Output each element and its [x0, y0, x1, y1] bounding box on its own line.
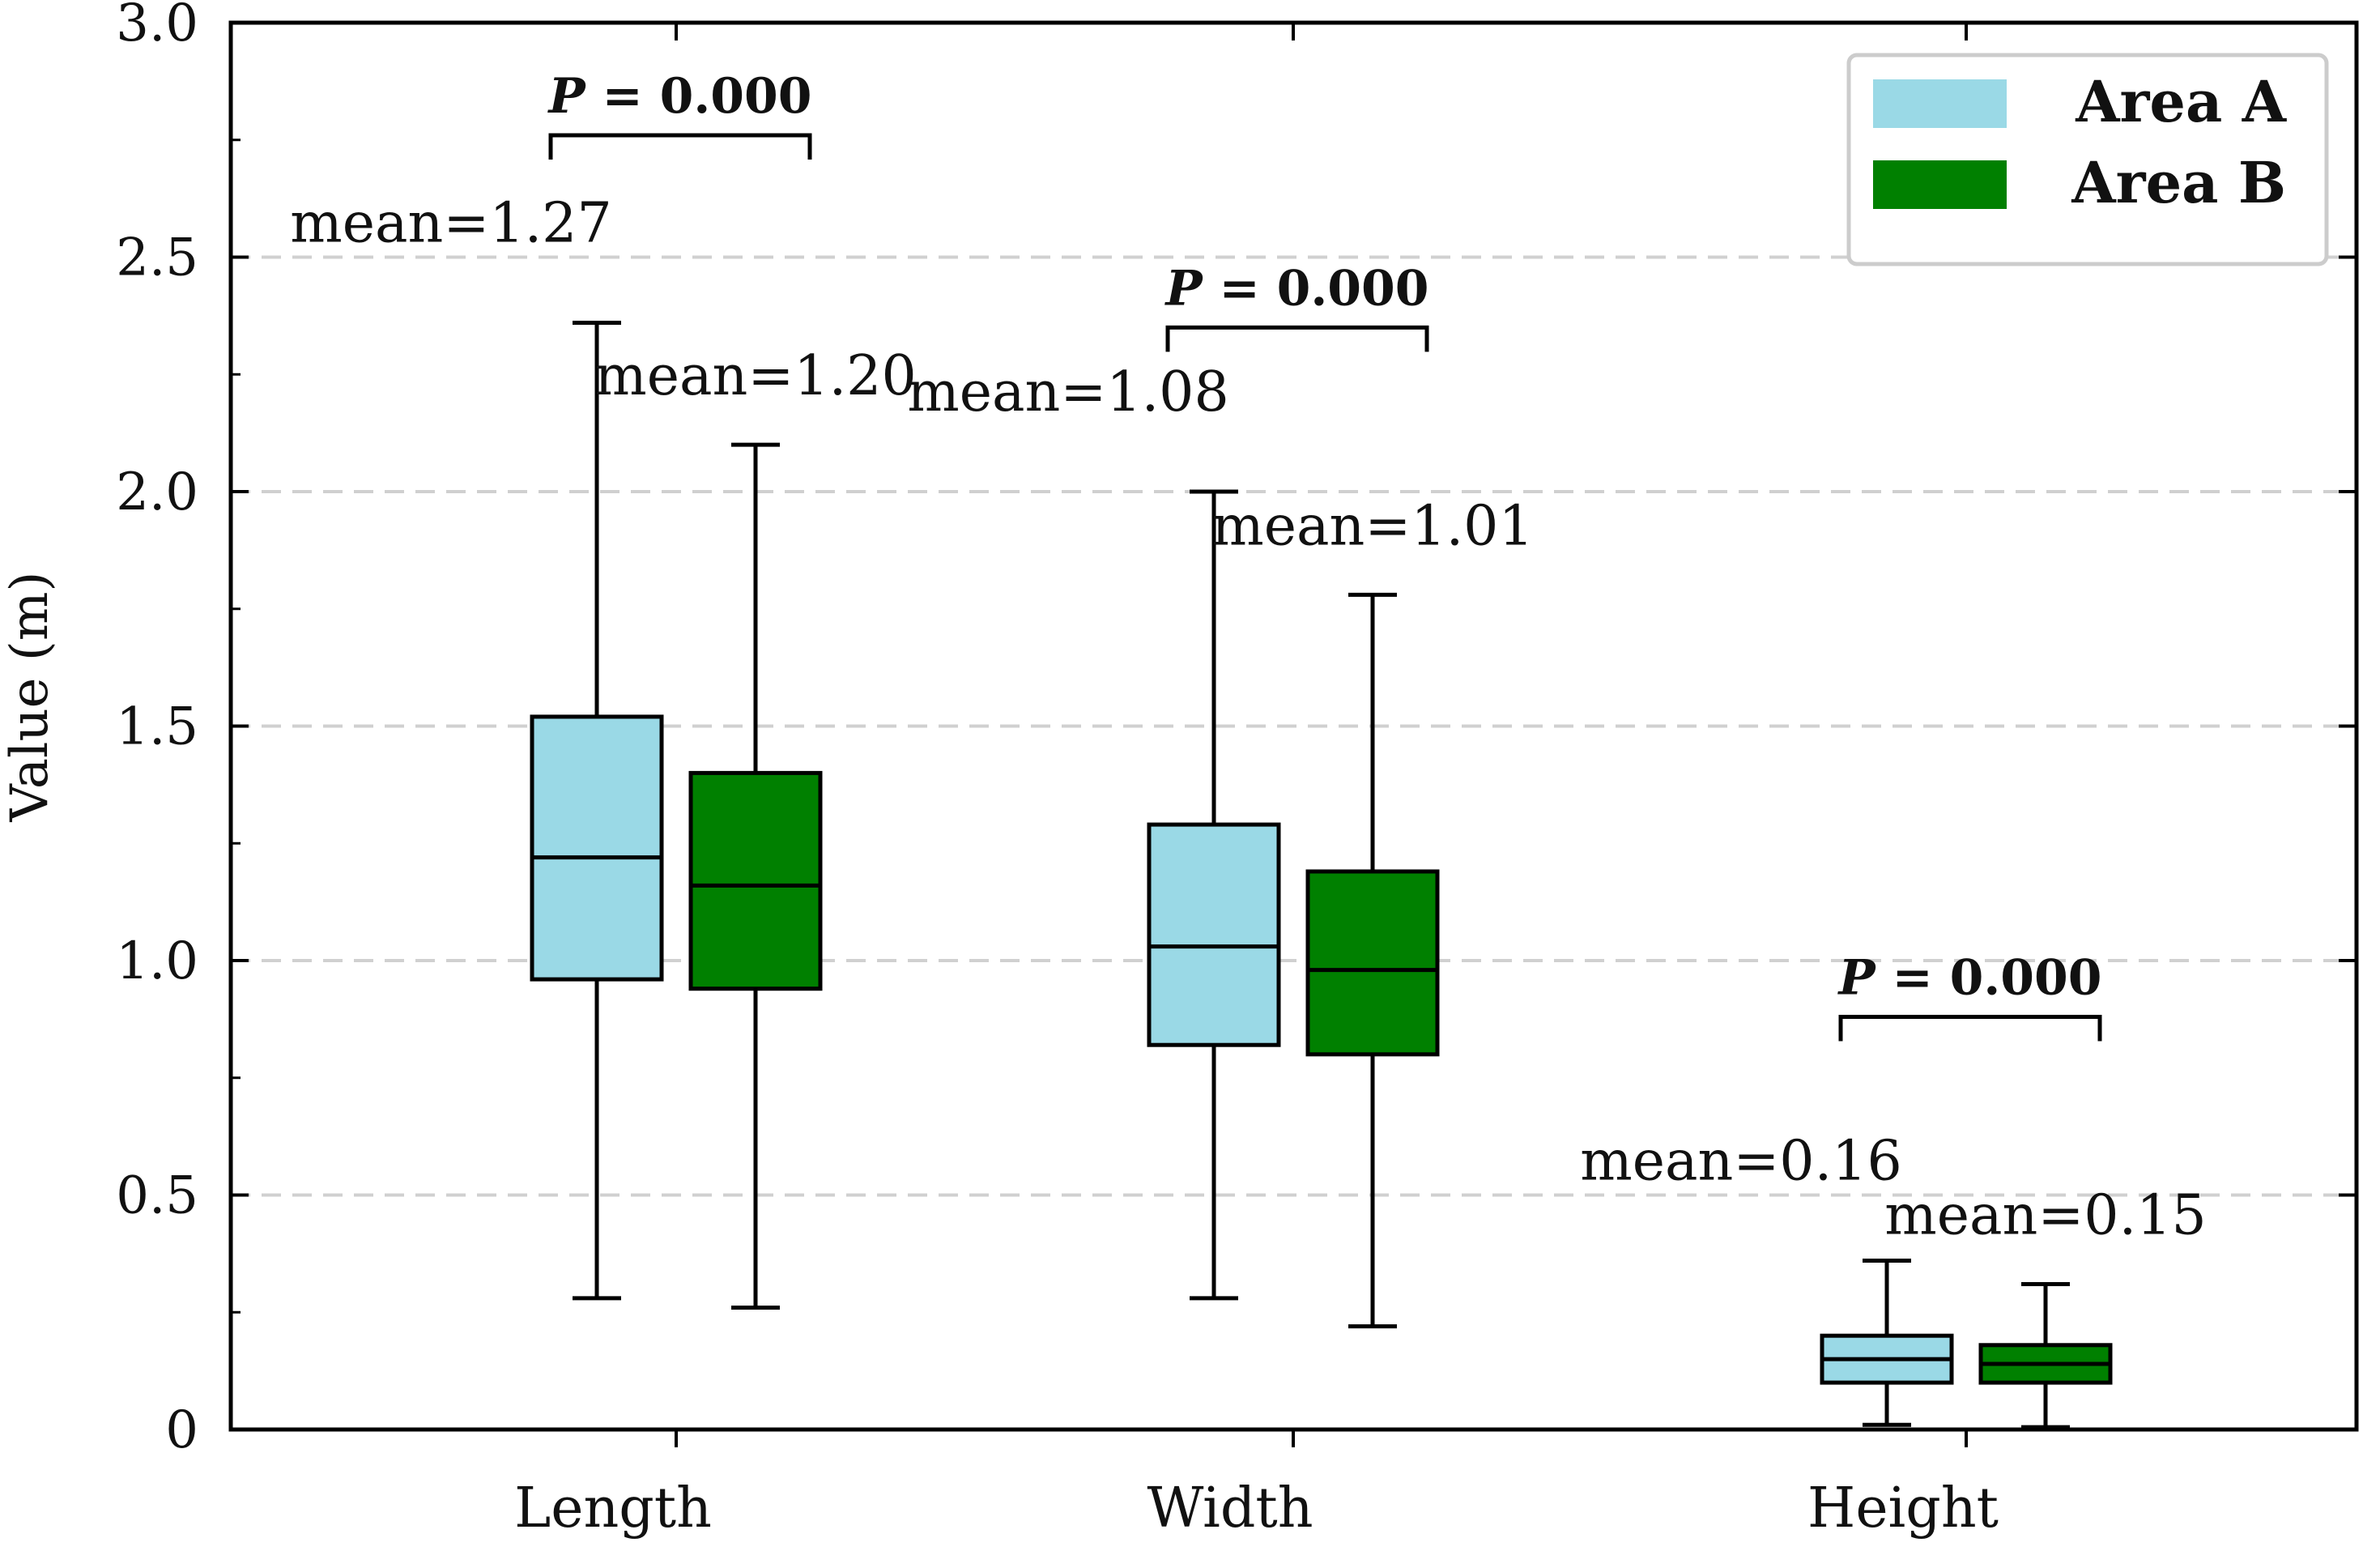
iqr-box — [530, 714, 664, 982]
legend-label-2: Area B — [2071, 149, 2286, 216]
y-tick-label: 0.5 — [116, 1166, 198, 1226]
y-tick-label: 0 — [165, 1400, 198, 1460]
y-tick-label: 1.0 — [116, 931, 198, 991]
legend-swatch-1 — [1873, 79, 2007, 128]
mean-label: mean=1.27 — [290, 192, 611, 256]
x-tick-label-length: Length — [514, 1476, 712, 1540]
p-value-label: P = 0.000 — [1164, 260, 1428, 317]
iqr-box — [688, 770, 823, 991]
x-tick-label-width: Width — [1147, 1476, 1313, 1540]
y-tick-label: 3.0 — [116, 0, 198, 53]
mean-label: mean=0.16 — [1580, 1130, 1901, 1194]
p-value-label: P = 0.000 — [1837, 949, 2101, 1006]
bracket-line — [1838, 1014, 2102, 1042]
x-tick-label-height: Height — [1807, 1476, 1999, 1540]
p-value-label: P = 0.000 — [547, 68, 811, 125]
p-value-bracket-length: P = 0.000 — [547, 68, 812, 160]
legend: Area A Area B — [1846, 53, 2329, 266]
mean-label: mean=1.01 — [1211, 494, 1533, 558]
iqr-box — [1147, 822, 1281, 1047]
y-tick-label: 2.5 — [116, 228, 198, 288]
bracket-line — [548, 133, 812, 160]
box-area-b-height: mean=0.15 — [1884, 1184, 2207, 1430]
y-axis-label: Value (m) — [0, 571, 60, 822]
iqr-box — [1305, 869, 1440, 1057]
box-area-a-width: mean=1.08 — [907, 360, 1281, 1301]
y-tick-label: 2.0 — [116, 462, 198, 522]
box-area-a-length: mean=1.27 — [290, 192, 664, 1301]
legend-label-1: Area A — [2075, 68, 2287, 135]
mean-label: mean=1.08 — [907, 360, 1228, 424]
p-value-bracket-width: P = 0.000 — [1164, 260, 1429, 352]
box-area-b-length: mean=1.20 — [594, 344, 917, 1310]
mean-label: mean=1.20 — [594, 344, 916, 408]
box-area-b-width: mean=1.01 — [1211, 494, 1534, 1329]
y-tick-label: 1.5 — [116, 697, 198, 757]
legend-swatch-2 — [1873, 160, 2007, 209]
p-value-bracket-height: P = 0.000 — [1837, 949, 2102, 1042]
bracket-line — [1165, 325, 1429, 352]
mean-label: mean=0.15 — [1884, 1184, 2206, 1248]
box-area-a-height: mean=0.16 — [1580, 1130, 1954, 1427]
